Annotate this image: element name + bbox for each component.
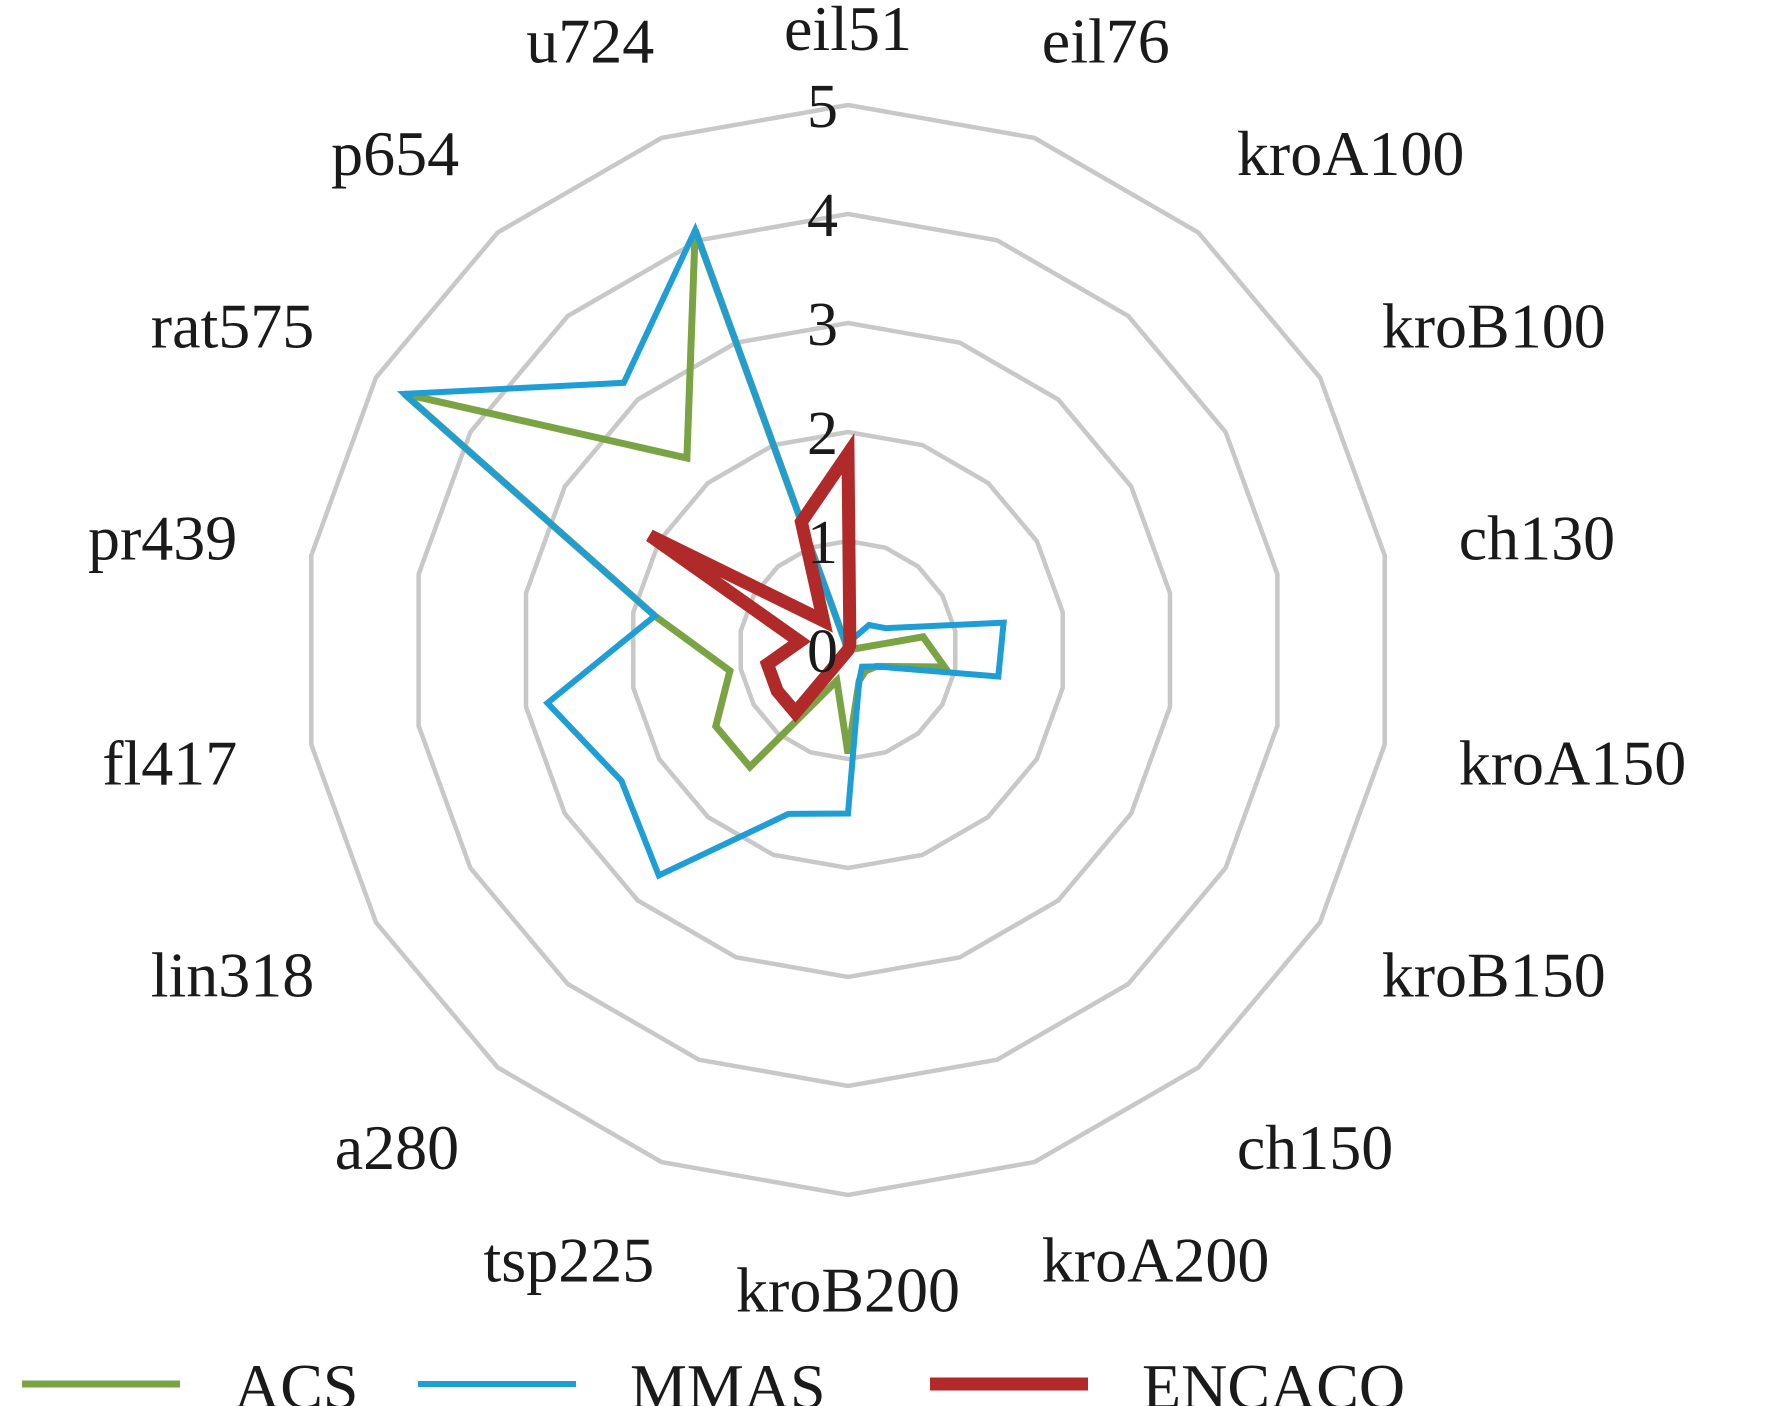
category-label-kroA200: kroA200 xyxy=(1042,1224,1270,1295)
category-label-eil76: eil76 xyxy=(1042,6,1170,77)
category-label-rat575: rat575 xyxy=(151,291,315,362)
series-lines xyxy=(396,222,1007,880)
category-label-tsp225: tsp225 xyxy=(484,1224,655,1295)
category-label-kroB100: kroB100 xyxy=(1382,291,1606,362)
category-label-ch150: ch150 xyxy=(1237,1112,1393,1183)
category-label-kroB150: kroB150 xyxy=(1382,939,1606,1010)
category-label-lin318: lin318 xyxy=(151,939,315,1010)
grid-ring-4 xyxy=(416,211,1280,1089)
series-acs xyxy=(401,228,952,773)
category-label-ch130: ch130 xyxy=(1459,502,1615,573)
grid-ring-5 xyxy=(309,102,1387,1198)
grid-ring-3 xyxy=(523,320,1173,980)
tick-label-5: 5 xyxy=(807,73,838,141)
category-label-fl417: fl417 xyxy=(102,728,237,799)
category-label-a280: a280 xyxy=(335,1112,459,1183)
tick-label-2: 2 xyxy=(807,400,838,468)
category-label-pr439: pr439 xyxy=(88,502,237,573)
tick-label-1: 1 xyxy=(807,509,838,577)
grid-ring-1 xyxy=(738,538,958,762)
category-label-u724: u724 xyxy=(526,6,654,77)
category-label-p654: p654 xyxy=(331,118,459,189)
legend-label-encaco: ENCACO xyxy=(1142,1351,1405,1406)
category-label-kroA100: kroA100 xyxy=(1237,118,1465,189)
radial-tick-labels: 0 1 2 3 4 5 xyxy=(807,73,838,686)
legend: ACS MMAS ENCACO xyxy=(22,1351,1405,1406)
tick-label-4: 4 xyxy=(807,182,838,250)
category-label-eil51: eil51 xyxy=(784,0,912,64)
legend-label-mmas: MMAS xyxy=(630,1351,826,1406)
category-label-kroA150: kroA150 xyxy=(1459,728,1687,799)
tick-label-0: 0 xyxy=(807,618,838,686)
series-mmas xyxy=(396,222,1007,880)
category-label-kroB200: kroB200 xyxy=(736,1254,960,1325)
tick-label-3: 3 xyxy=(807,291,838,359)
series-encaco xyxy=(646,433,857,723)
category-labels: eil51 eil76 kroA100 kroB100 ch130 kroA150 kroB… xyxy=(88,0,1686,1325)
radar-grid xyxy=(309,102,1387,1198)
legend-label-acs: ACS xyxy=(234,1351,359,1406)
